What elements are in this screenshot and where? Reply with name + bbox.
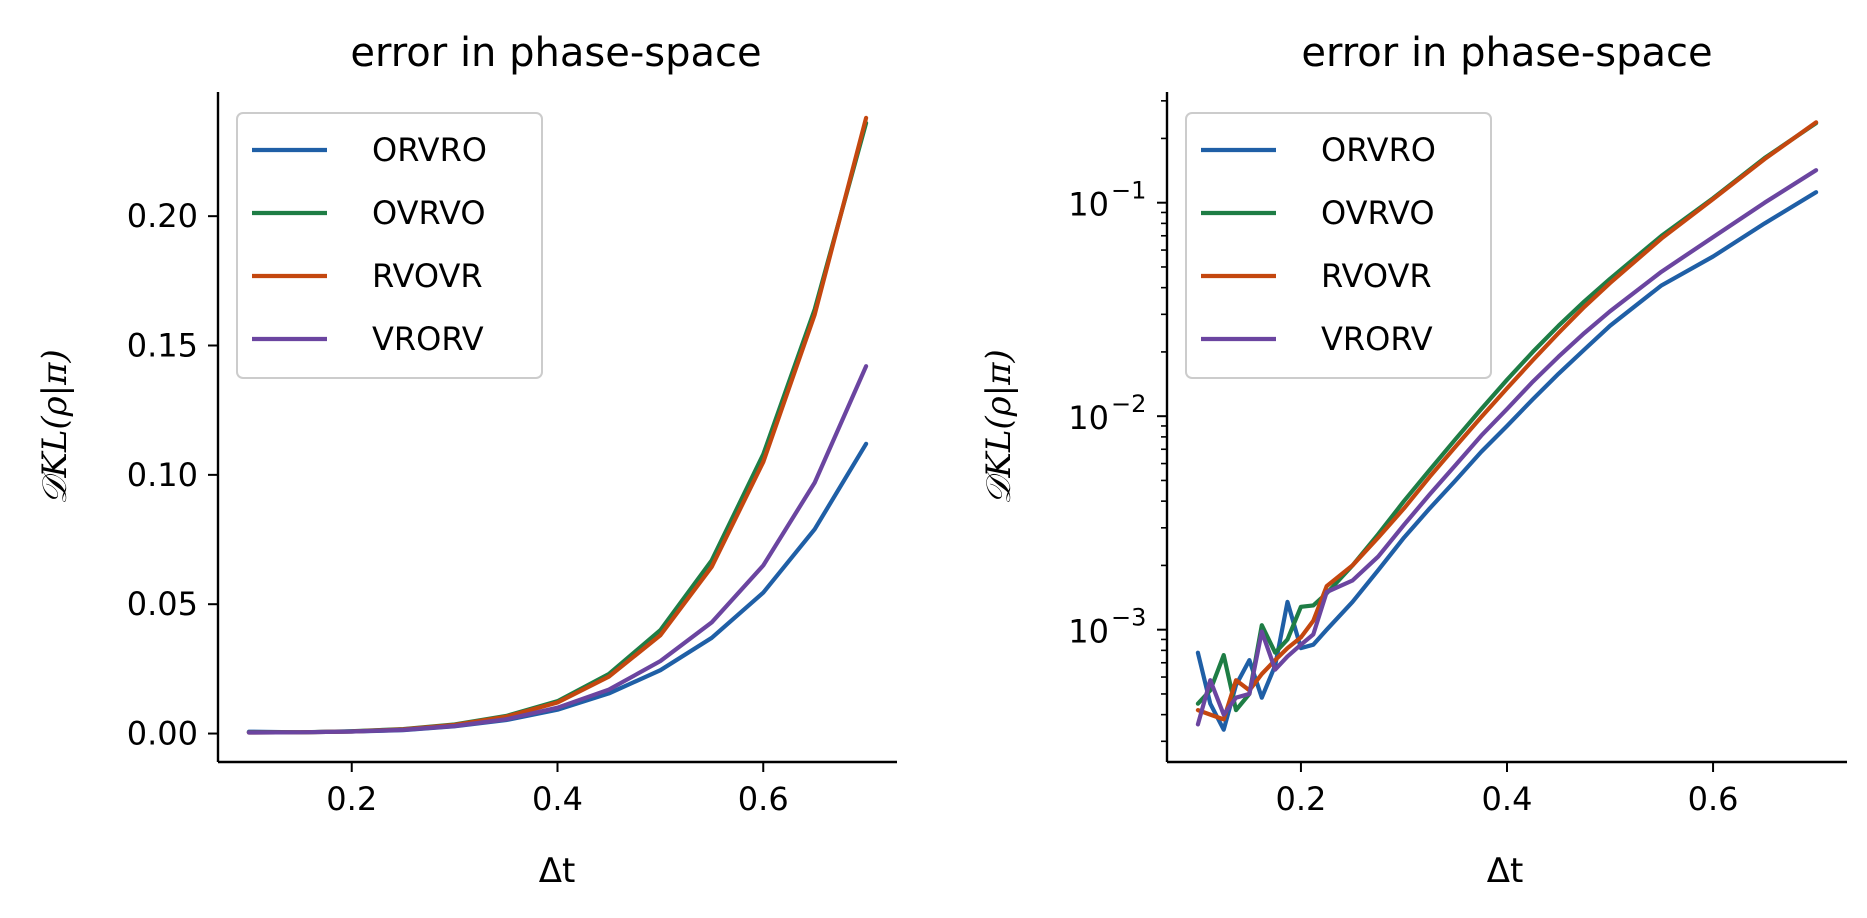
right-y-axis-label: 𝒟KL(ρ|π) <box>979 349 1019 504</box>
legend-label-rvovr: RVOVR <box>372 257 483 295</box>
right-chart: error in phase-space 10−310−210−1 0.2 0.4… <box>979 30 1847 891</box>
left-y-axis-label: 𝒟KL(ρ|π) <box>35 349 75 504</box>
y-tick-label: 0.00 <box>127 715 198 753</box>
x-tick-label: 0.2 <box>326 780 377 818</box>
x-tick-label: 0.6 <box>738 780 789 818</box>
y-tick-label: 10 <box>1068 186 1109 224</box>
right-chart-title: error in phase-space <box>1301 30 1712 76</box>
y-tick-label: 0.05 <box>127 585 198 623</box>
right-legend: ORVRO OVRVO RVOVR VRORV <box>1185 112 1492 379</box>
y-tick-label: 10 <box>1068 399 1109 437</box>
series-line-orvro <box>246 441 869 735</box>
series-line-vrorv <box>246 364 869 735</box>
legend-label-orvro: ORVRO <box>1321 131 1436 169</box>
y-tick-label: 10 <box>1068 613 1109 651</box>
right-legend-box <box>1185 112 1492 379</box>
left-legend-items: ORVRO OVRVO RVOVR VRORV <box>252 131 487 358</box>
legend-label-ovrvo: OVRVO <box>372 194 486 232</box>
left-x-ticks: 0.2 0.4 0.6 <box>326 762 789 818</box>
series-line-orvro <box>1195 190 1819 732</box>
legend-label-vrorv: VRORV <box>372 320 484 358</box>
left-legend: ORVRO OVRVO RVOVR VRORV <box>236 112 543 379</box>
x-tick-label: 0.4 <box>532 780 583 818</box>
left-legend-box <box>236 112 543 379</box>
right-x-ticks: 0.2 0.4 0.6 <box>1275 762 1739 818</box>
left-chart: error in phase-space 0.00 0.05 0.10 0.15 0.2… <box>35 30 897 891</box>
right-plot-area <box>1195 120 1819 732</box>
right-x-axis-label: Δt <box>1487 851 1524 891</box>
left-y-ticks: 0.00 0.05 0.10 0.15 0.20 <box>127 197 218 753</box>
y-tick-label: 0.10 <box>127 456 198 494</box>
legend-label-orvro: ORVRO <box>372 131 487 169</box>
x-tick-label: 0.6 <box>1688 780 1739 818</box>
x-tick-label: 0.4 <box>1482 780 1533 818</box>
right-y-ticks: 10−310−210−1 <box>1068 100 1167 743</box>
left-chart-title: error in phase-space <box>350 30 761 76</box>
y-tick-label: 0.20 <box>127 197 198 235</box>
legend-label-vrorv: VRORV <box>1321 320 1433 358</box>
y-tick-exponent: −2 <box>1111 390 1146 418</box>
y-tick-exponent: −1 <box>1111 177 1146 205</box>
left-x-axis-label: Δt <box>539 851 576 891</box>
legend-label-rvovr: RVOVR <box>1321 257 1432 295</box>
left-plot-area <box>246 115 869 735</box>
y-tick-label: 0.15 <box>127 327 198 365</box>
legend-label-ovrvo: OVRVO <box>1321 194 1435 232</box>
y-tick-exponent: −3 <box>1111 604 1146 632</box>
x-tick-label: 0.2 <box>1275 780 1326 818</box>
right-legend-items: ORVRO OVRVO RVOVR VRORV <box>1201 131 1436 358</box>
series-line-vrorv <box>1195 168 1819 727</box>
